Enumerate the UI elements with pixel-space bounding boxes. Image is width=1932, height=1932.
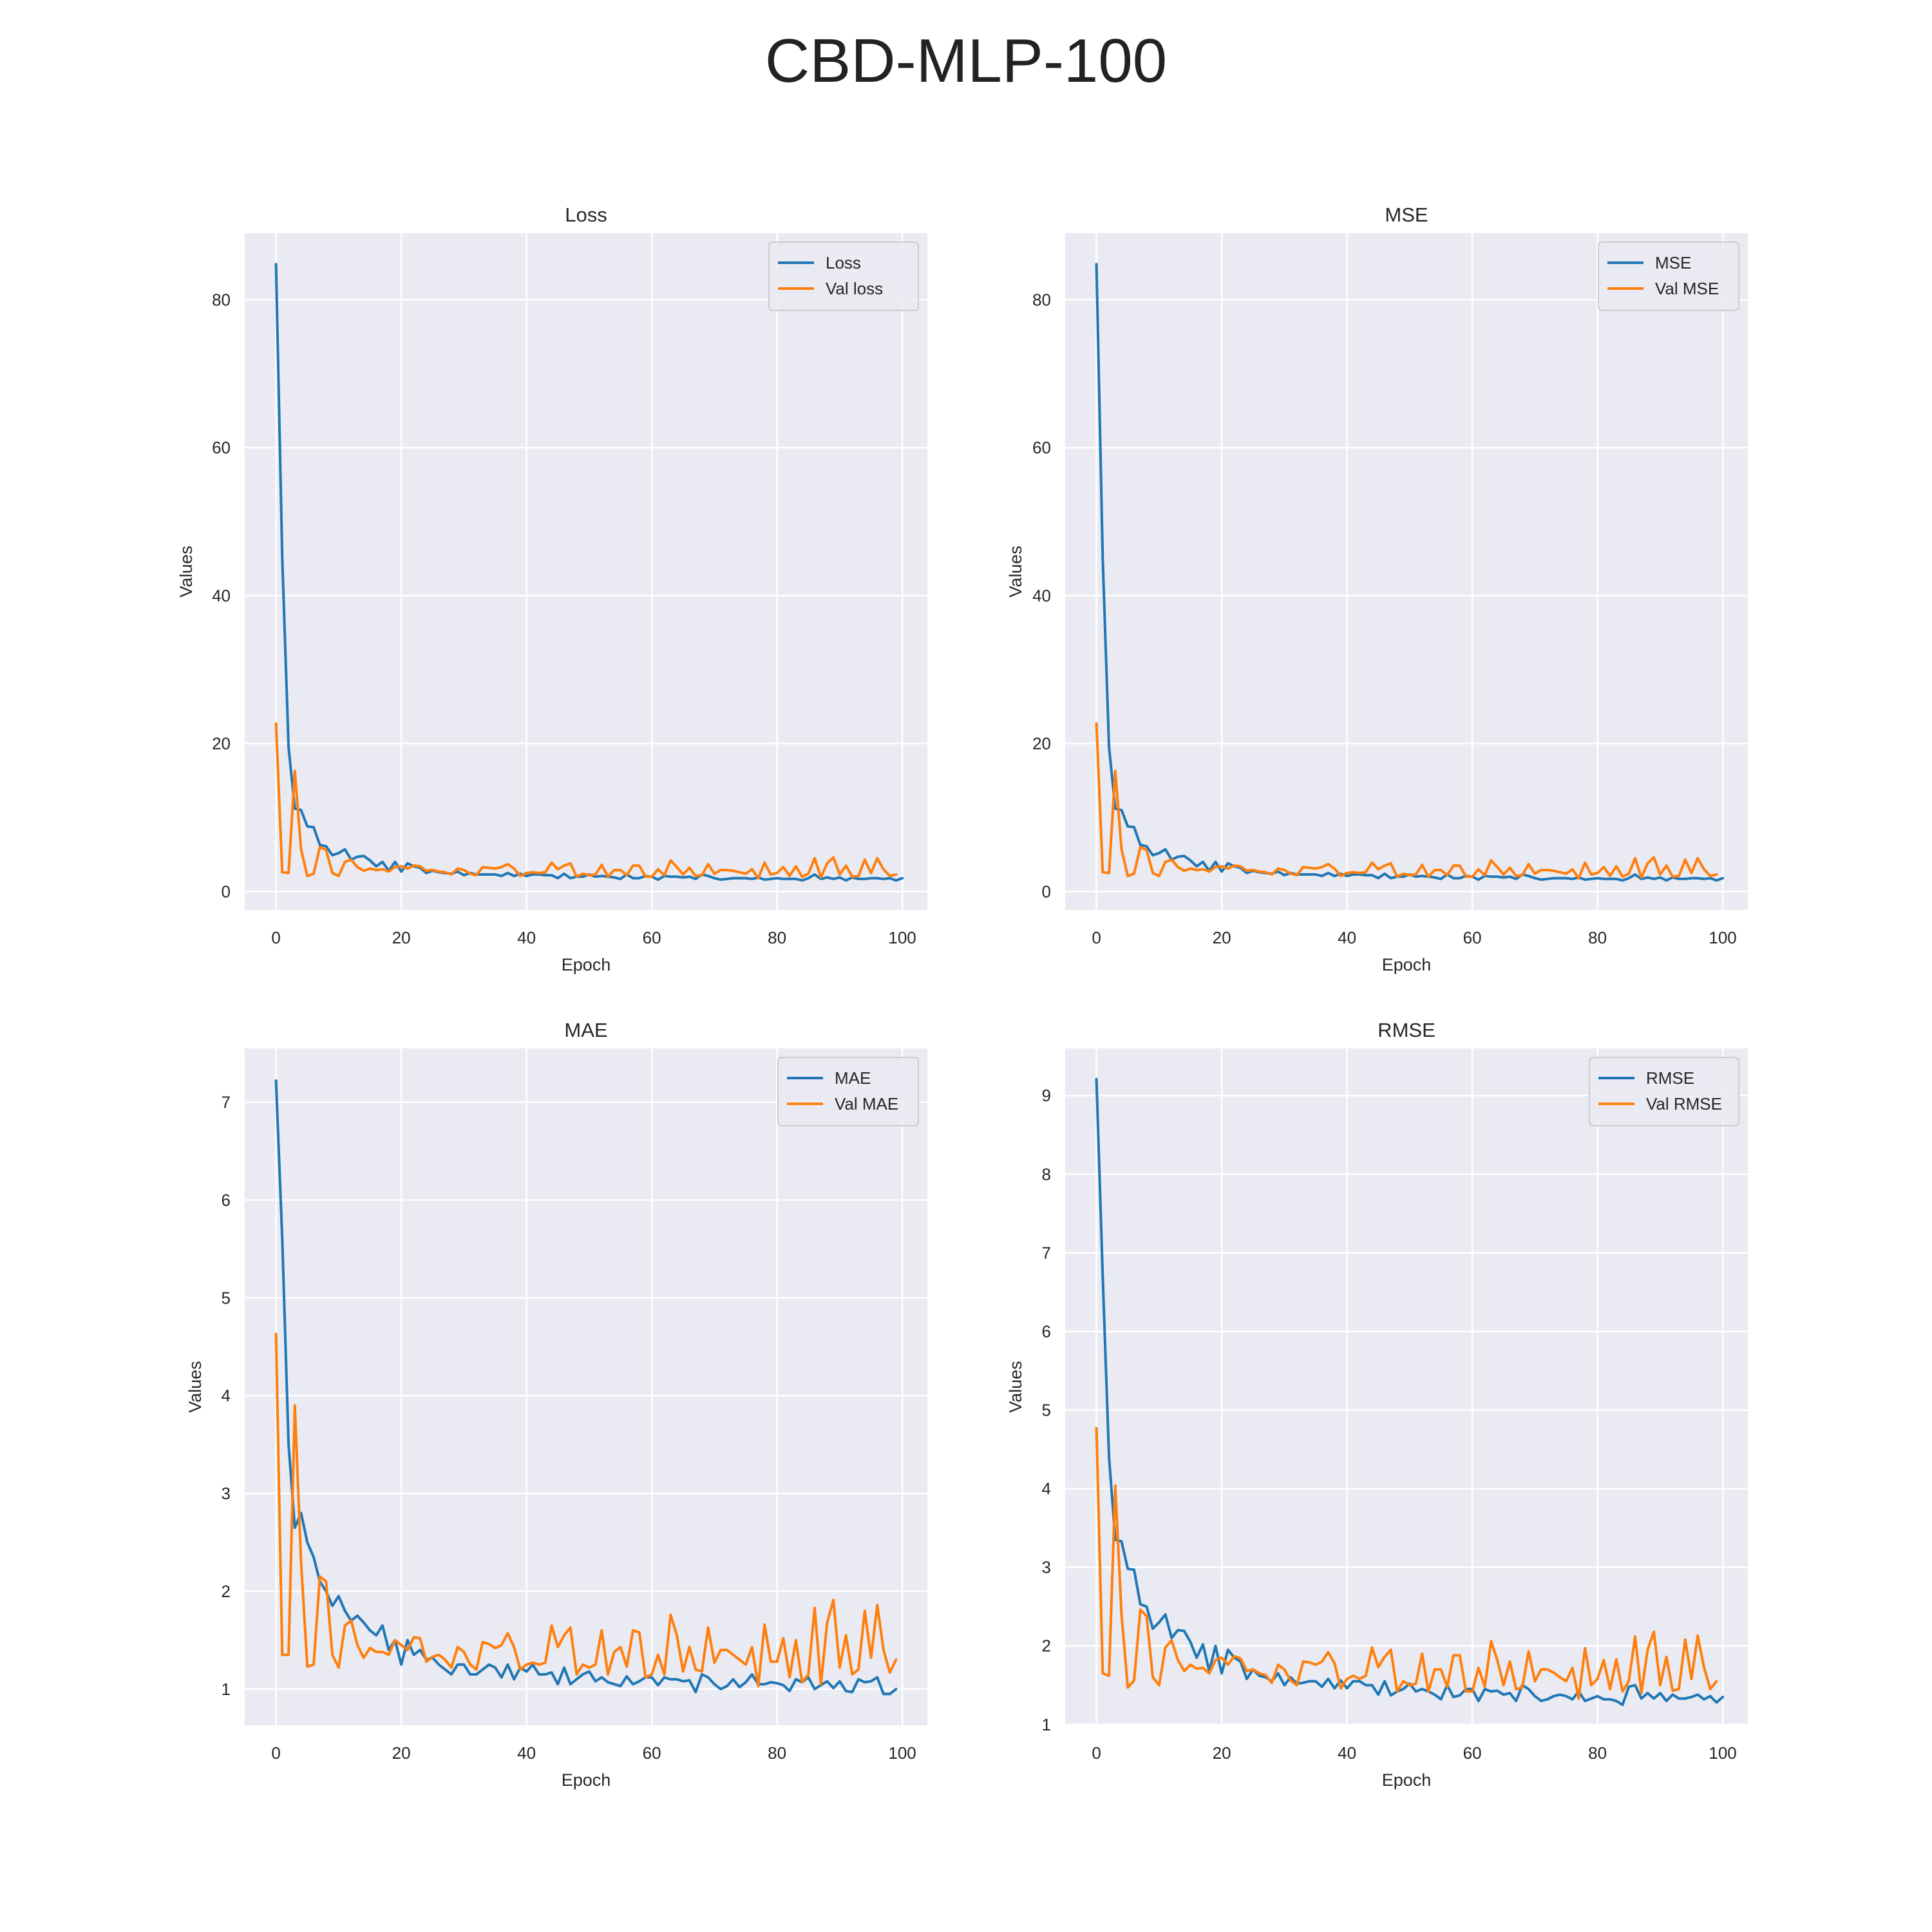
x-tick-label: 80 <box>768 1743 786 1763</box>
legend: RMSE Val RMSE <box>1589 1057 1739 1126</box>
legend-box <box>1598 242 1739 311</box>
x-tick-label: 80 <box>1588 928 1607 947</box>
x-tick-label: 100 <box>1709 1743 1736 1763</box>
chart-title: RMSE <box>1378 1019 1435 1041</box>
y-tick-label: 80 <box>212 290 231 309</box>
x-tick-label: 0 <box>1092 1743 1101 1763</box>
chart-rmse: 0 20 40 60 80 100 1 2 3 4 5 6 7 8 9 RMSE Epoch Values RMSE… <box>1006 1019 1748 1790</box>
x-axis-label: Epoch <box>1382 955 1432 974</box>
y-tick-label: 0 <box>222 882 231 901</box>
y-tick-label: 6 <box>1042 1321 1051 1341</box>
x-tick-label: 20 <box>1213 1743 1231 1763</box>
series-line-mae <box>274 1079 898 1696</box>
x-tick-label: 60 <box>643 1743 661 1763</box>
legend-box <box>1589 1057 1739 1126</box>
x-tick-label: 0 <box>271 1743 280 1763</box>
legend: MSE Val MSE <box>1598 242 1739 311</box>
y-axis-label: Values <box>185 1361 205 1413</box>
y-axis-label: Values <box>1006 1361 1025 1413</box>
chart-mae: 0 20 40 60 80 100 1 2 3 4 5 6 7 MAE Epoch Values MAE Val … <box>185 1019 927 1790</box>
y-tick-label: 20 <box>212 734 231 753</box>
x-tick-label: 20 <box>392 1743 411 1763</box>
y-tick-label: 4 <box>1042 1479 1051 1499</box>
y-tick-label: 2 <box>222 1582 231 1601</box>
legend-label: Val MAE <box>835 1094 898 1113</box>
legend: MAE Val MAE <box>777 1057 919 1126</box>
y-tick-label: 3 <box>1042 1558 1051 1577</box>
chart-title: MSE <box>1385 204 1428 226</box>
legend-label: Val MSE <box>1655 279 1719 298</box>
y-tick-label: 7 <box>222 1093 231 1112</box>
x-axis-label: Epoch <box>1382 1770 1432 1790</box>
legend-box <box>768 242 919 311</box>
x-tick-label: 60 <box>643 928 661 947</box>
x-tick-label: 100 <box>1709 928 1736 947</box>
x-tick-label: 0 <box>271 928 280 947</box>
x-tick-label: 60 <box>1463 928 1482 947</box>
x-tick-label: 40 <box>1338 928 1356 947</box>
y-tick-label: 40 <box>1032 586 1051 605</box>
series-line-val-rmse <box>1095 1426 1718 1700</box>
x-tick-label: 20 <box>1213 928 1231 947</box>
chart-mse: 0 20 40 60 80 100 0 20 40 60 80 MSE Epoch Values MSE Va… <box>1006 204 1748 974</box>
x-tick-label: 100 <box>888 1743 916 1763</box>
y-tick-label: 60 <box>212 438 231 457</box>
x-tick-label: 20 <box>392 928 411 947</box>
x-tick-label: 0 <box>1092 928 1101 947</box>
y-tick-label: 1 <box>222 1680 231 1699</box>
chart-title: Loss <box>565 204 607 226</box>
series-line-rmse <box>1095 1077 1725 1707</box>
y-tick-label: 40 <box>212 586 231 605</box>
x-tick-label: 40 <box>1338 1743 1356 1763</box>
y-tick-label: 0 <box>1042 882 1051 901</box>
x-tick-label: 40 <box>517 1743 536 1763</box>
x-tick-label: 80 <box>1588 1743 1607 1763</box>
y-tick-label: 9 <box>1042 1086 1051 1105</box>
legend-label: Loss <box>826 253 861 272</box>
legend: Loss Val loss <box>768 242 919 311</box>
y-tick-label: 80 <box>1032 290 1051 309</box>
y-tick-label: 5 <box>222 1288 231 1307</box>
figure-title: CBD-MLP-100 <box>764 26 1168 95</box>
legend-label: MAE <box>835 1068 871 1088</box>
series-line-val-mse <box>1095 722 1718 880</box>
y-tick-label: 20 <box>1032 734 1051 753</box>
y-tick-label: 5 <box>1042 1401 1051 1420</box>
x-axis-label: Epoch <box>562 955 611 974</box>
plot-area <box>245 233 927 910</box>
plot-area <box>1065 1048 1748 1725</box>
x-axis-label: Epoch <box>562 1770 611 1790</box>
x-tick-label: 40 <box>517 928 536 947</box>
y-tick-label: 1 <box>1042 1715 1051 1734</box>
y-axis-label: Values <box>1006 545 1025 598</box>
plot-area <box>1065 233 1748 910</box>
y-tick-label: 6 <box>222 1190 231 1209</box>
legend-label: Val loss <box>826 279 883 298</box>
y-tick-label: 2 <box>1042 1636 1051 1656</box>
series-line-val-loss <box>274 722 898 880</box>
series-line-val-mae <box>274 1332 898 1688</box>
y-tick-label: 8 <box>1042 1164 1051 1184</box>
chart-loss: 0 20 40 60 80 100 0 20 40 60 80 Loss Epoch Values Loss… <box>176 204 927 974</box>
y-axis-label: Values <box>176 545 196 598</box>
x-tick-label: 60 <box>1463 1743 1482 1763</box>
y-tick-label: 4 <box>222 1386 231 1405</box>
x-tick-label: 100 <box>888 928 916 947</box>
x-tick-label: 80 <box>768 928 786 947</box>
legend-label: Val RMSE <box>1646 1094 1722 1113</box>
y-tick-label: 3 <box>222 1484 231 1503</box>
y-tick-label: 7 <box>1042 1243 1051 1262</box>
y-tick-label: 60 <box>1032 438 1051 457</box>
chart-title: MAE <box>564 1019 607 1041</box>
legend-label: RMSE <box>1646 1068 1694 1088</box>
legend-label: MSE <box>1655 253 1691 272</box>
legend-box <box>777 1057 919 1126</box>
